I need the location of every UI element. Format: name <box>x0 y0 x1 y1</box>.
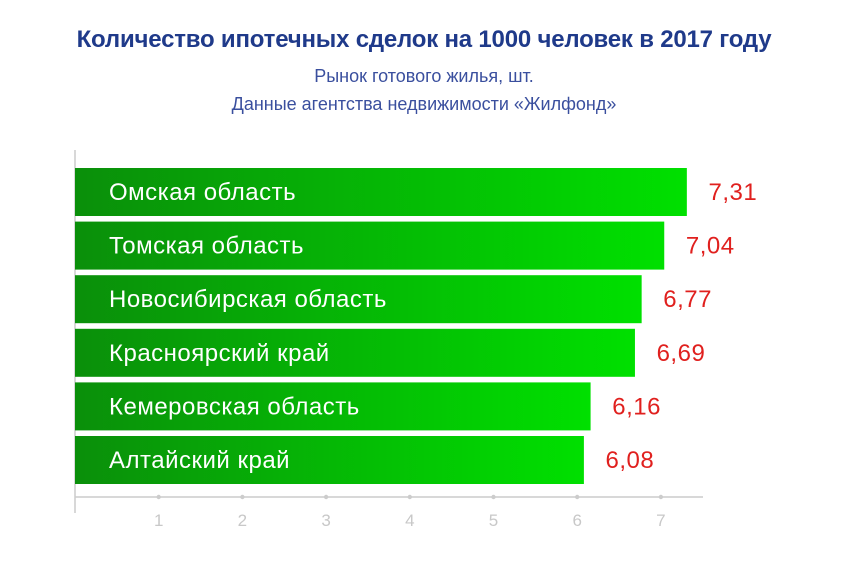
x-tick-mark <box>323 494 329 500</box>
x-tick-mark <box>658 494 664 500</box>
bar <box>75 168 687 216</box>
x-tick-label: 4 <box>405 511 414 530</box>
x-tick-label: 3 <box>321 511 330 530</box>
x-tick-mark <box>156 494 161 500</box>
bar <box>75 328 635 377</box>
x-tick-mark <box>491 494 496 500</box>
x-tick-label: 6 <box>572 511 581 530</box>
bar-category-label: Омская область <box>109 179 296 206</box>
bar <box>75 436 584 484</box>
bar-category-label: Томская область <box>109 233 304 260</box>
bar-value-label: 6,16 <box>612 393 661 420</box>
x-tick-mark <box>240 494 245 500</box>
bar-value-label: 7,31 <box>708 179 757 206</box>
bar-value-label: 6,08 <box>606 447 655 474</box>
bar-value-label: 6,69 <box>657 340 706 367</box>
x-tick-mark <box>407 494 412 500</box>
x-tick-label: 7 <box>656 511 665 530</box>
bar <box>75 275 642 324</box>
bar <box>75 221 665 270</box>
x-tick-mark <box>575 494 580 500</box>
bar-value-label: 7,04 <box>686 233 735 260</box>
bar-category-label: Красноярский край <box>109 340 330 367</box>
bar-category-label: Кемеровская область <box>109 393 360 420</box>
bar-category-label: Новосибирская область <box>109 286 387 313</box>
bar <box>75 382 591 431</box>
x-tick-label: 1 <box>154 511 163 530</box>
chart-title: Количество ипотечных сделок на 1000 чело… <box>76 26 772 53</box>
x-tick-label: 5 <box>489 511 498 530</box>
bar-value-label: 6,77 <box>663 286 712 313</box>
x-tick-label: 2 <box>238 511 247 530</box>
chart-subtitle: Рынок готового жилья, шт. <box>314 66 534 86</box>
bar-category-label: Алтайский край <box>109 447 290 474</box>
chart-source: Данные агентства недвижимости «Жилфонд» <box>231 94 617 114</box>
